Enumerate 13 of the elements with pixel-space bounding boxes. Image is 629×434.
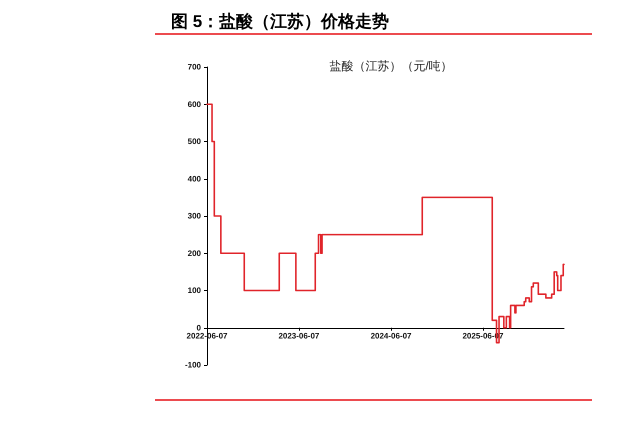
chart-subtitle: 盐酸（江苏）（元/吨） — [329, 59, 453, 73]
x-tick-label: 2024-06-07 — [370, 331, 412, 340]
y-tick-label: 300 — [188, 212, 202, 220]
y-tick-label: 100 — [188, 286, 202, 295]
y-tick-label: 400 — [188, 174, 202, 184]
y-tick-label: 200 — [188, 248, 202, 258]
y-tick-label: 700 — [188, 62, 202, 72]
y-tick-label: 0 — [196, 323, 202, 332]
y-tick-label: -100 — [184, 360, 202, 370]
chart-title: 图 5：盐酸（江苏）价格走势 — [171, 12, 390, 31]
x-tick-label: 2023-06-07 — [278, 331, 320, 340]
y-tick-label: 500 — [188, 137, 202, 146]
y-tick-label: 600 — [188, 100, 202, 109]
